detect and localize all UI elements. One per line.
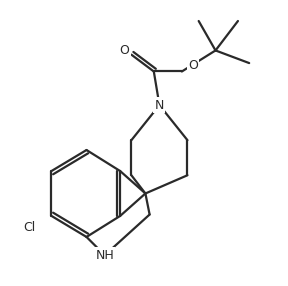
Text: N: N: [155, 99, 164, 112]
Text: O: O: [120, 44, 129, 57]
Text: O: O: [188, 59, 198, 72]
Text: Cl: Cl: [23, 221, 35, 234]
Text: NH: NH: [95, 249, 114, 262]
